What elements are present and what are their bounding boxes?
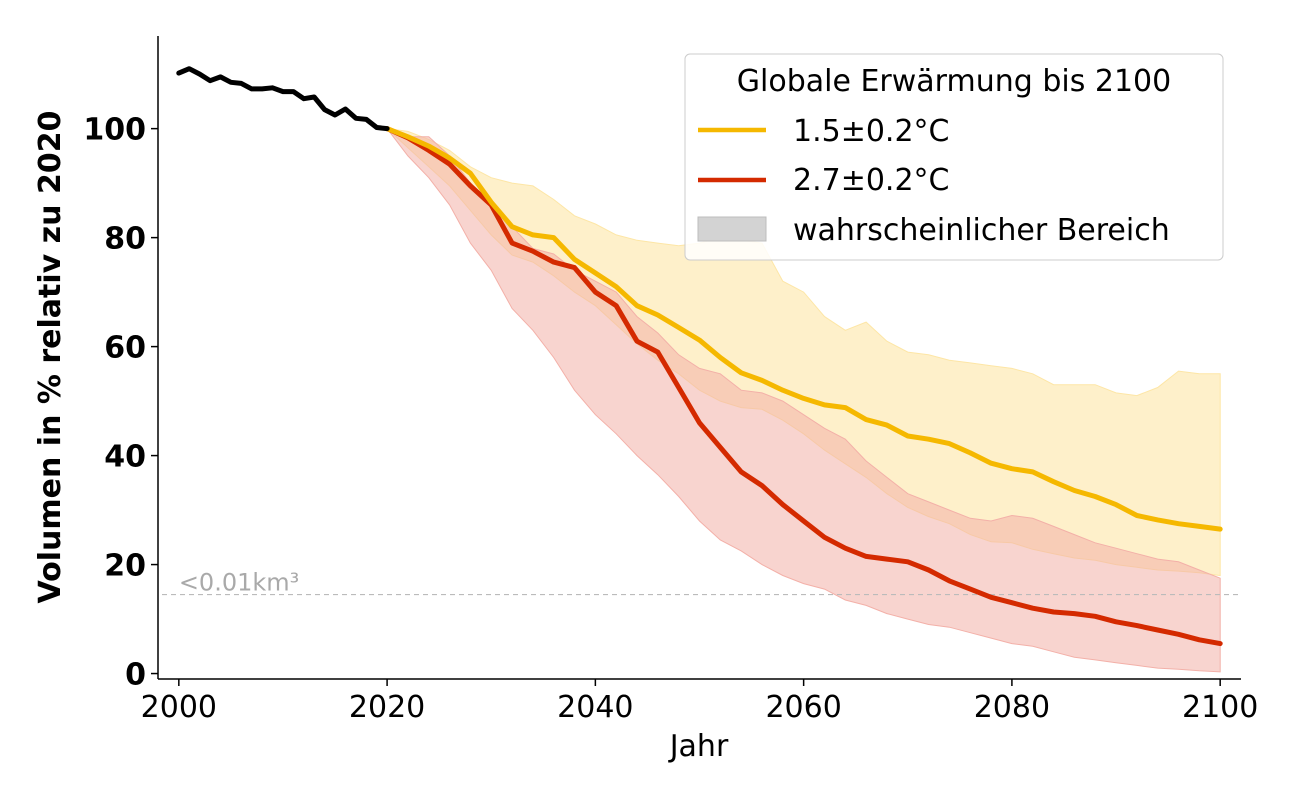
x-tick-label: 2000 <box>141 690 217 725</box>
series-lines <box>176 66 1223 647</box>
series-line-2-7 <box>384 126 1223 647</box>
x-tick-label: 2060 <box>765 690 841 725</box>
reference-line-label: <0.01km³ <box>179 569 299 597</box>
legend-title: Globale Erwärmung bis 2100 <box>737 64 1171 99</box>
y-tick-label: 80 <box>104 222 146 257</box>
legend-label-range: wahrscheinlicher Bereich <box>793 213 1170 248</box>
y-tick-label: 40 <box>104 440 146 475</box>
x-tick-label: 2080 <box>974 690 1050 725</box>
legend-label-2-7: 2.7±0.2°C <box>793 163 950 198</box>
x-tick-label: 2100 <box>1182 690 1258 725</box>
x-tick-label: 2040 <box>557 690 633 725</box>
y-axis-title: Volumen in % relativ zu 2020 <box>33 111 68 604</box>
y-tick-label: 20 <box>104 549 146 584</box>
legend-swatch-range <box>697 216 767 242</box>
legend-label-1-5: 1.5±0.2°C <box>793 114 950 149</box>
y-tick-label: 60 <box>104 331 146 366</box>
reference-line-group: <0.01km³ <box>162 569 1241 597</box>
band-2-7 <box>385 127 1221 673</box>
y-tick-label: 100 <box>83 113 146 148</box>
historical-line <box>176 66 390 132</box>
x-ticks: 2000 2020 2040 2060 2080 2100 <box>141 679 1258 725</box>
legend-box <box>684 53 1224 261</box>
x-tick-label: 2020 <box>349 690 425 725</box>
y-tick-label: 0 <box>125 658 146 693</box>
series-line-1-5 <box>384 126 1223 532</box>
x-axis-title: Jahr <box>668 729 729 764</box>
y-ticks: 0 20 40 60 80 100 <box>83 113 158 693</box>
legend: Globale Erwärmung bis 2100 1.5±0.2°C 2.7… <box>684 53 1224 261</box>
